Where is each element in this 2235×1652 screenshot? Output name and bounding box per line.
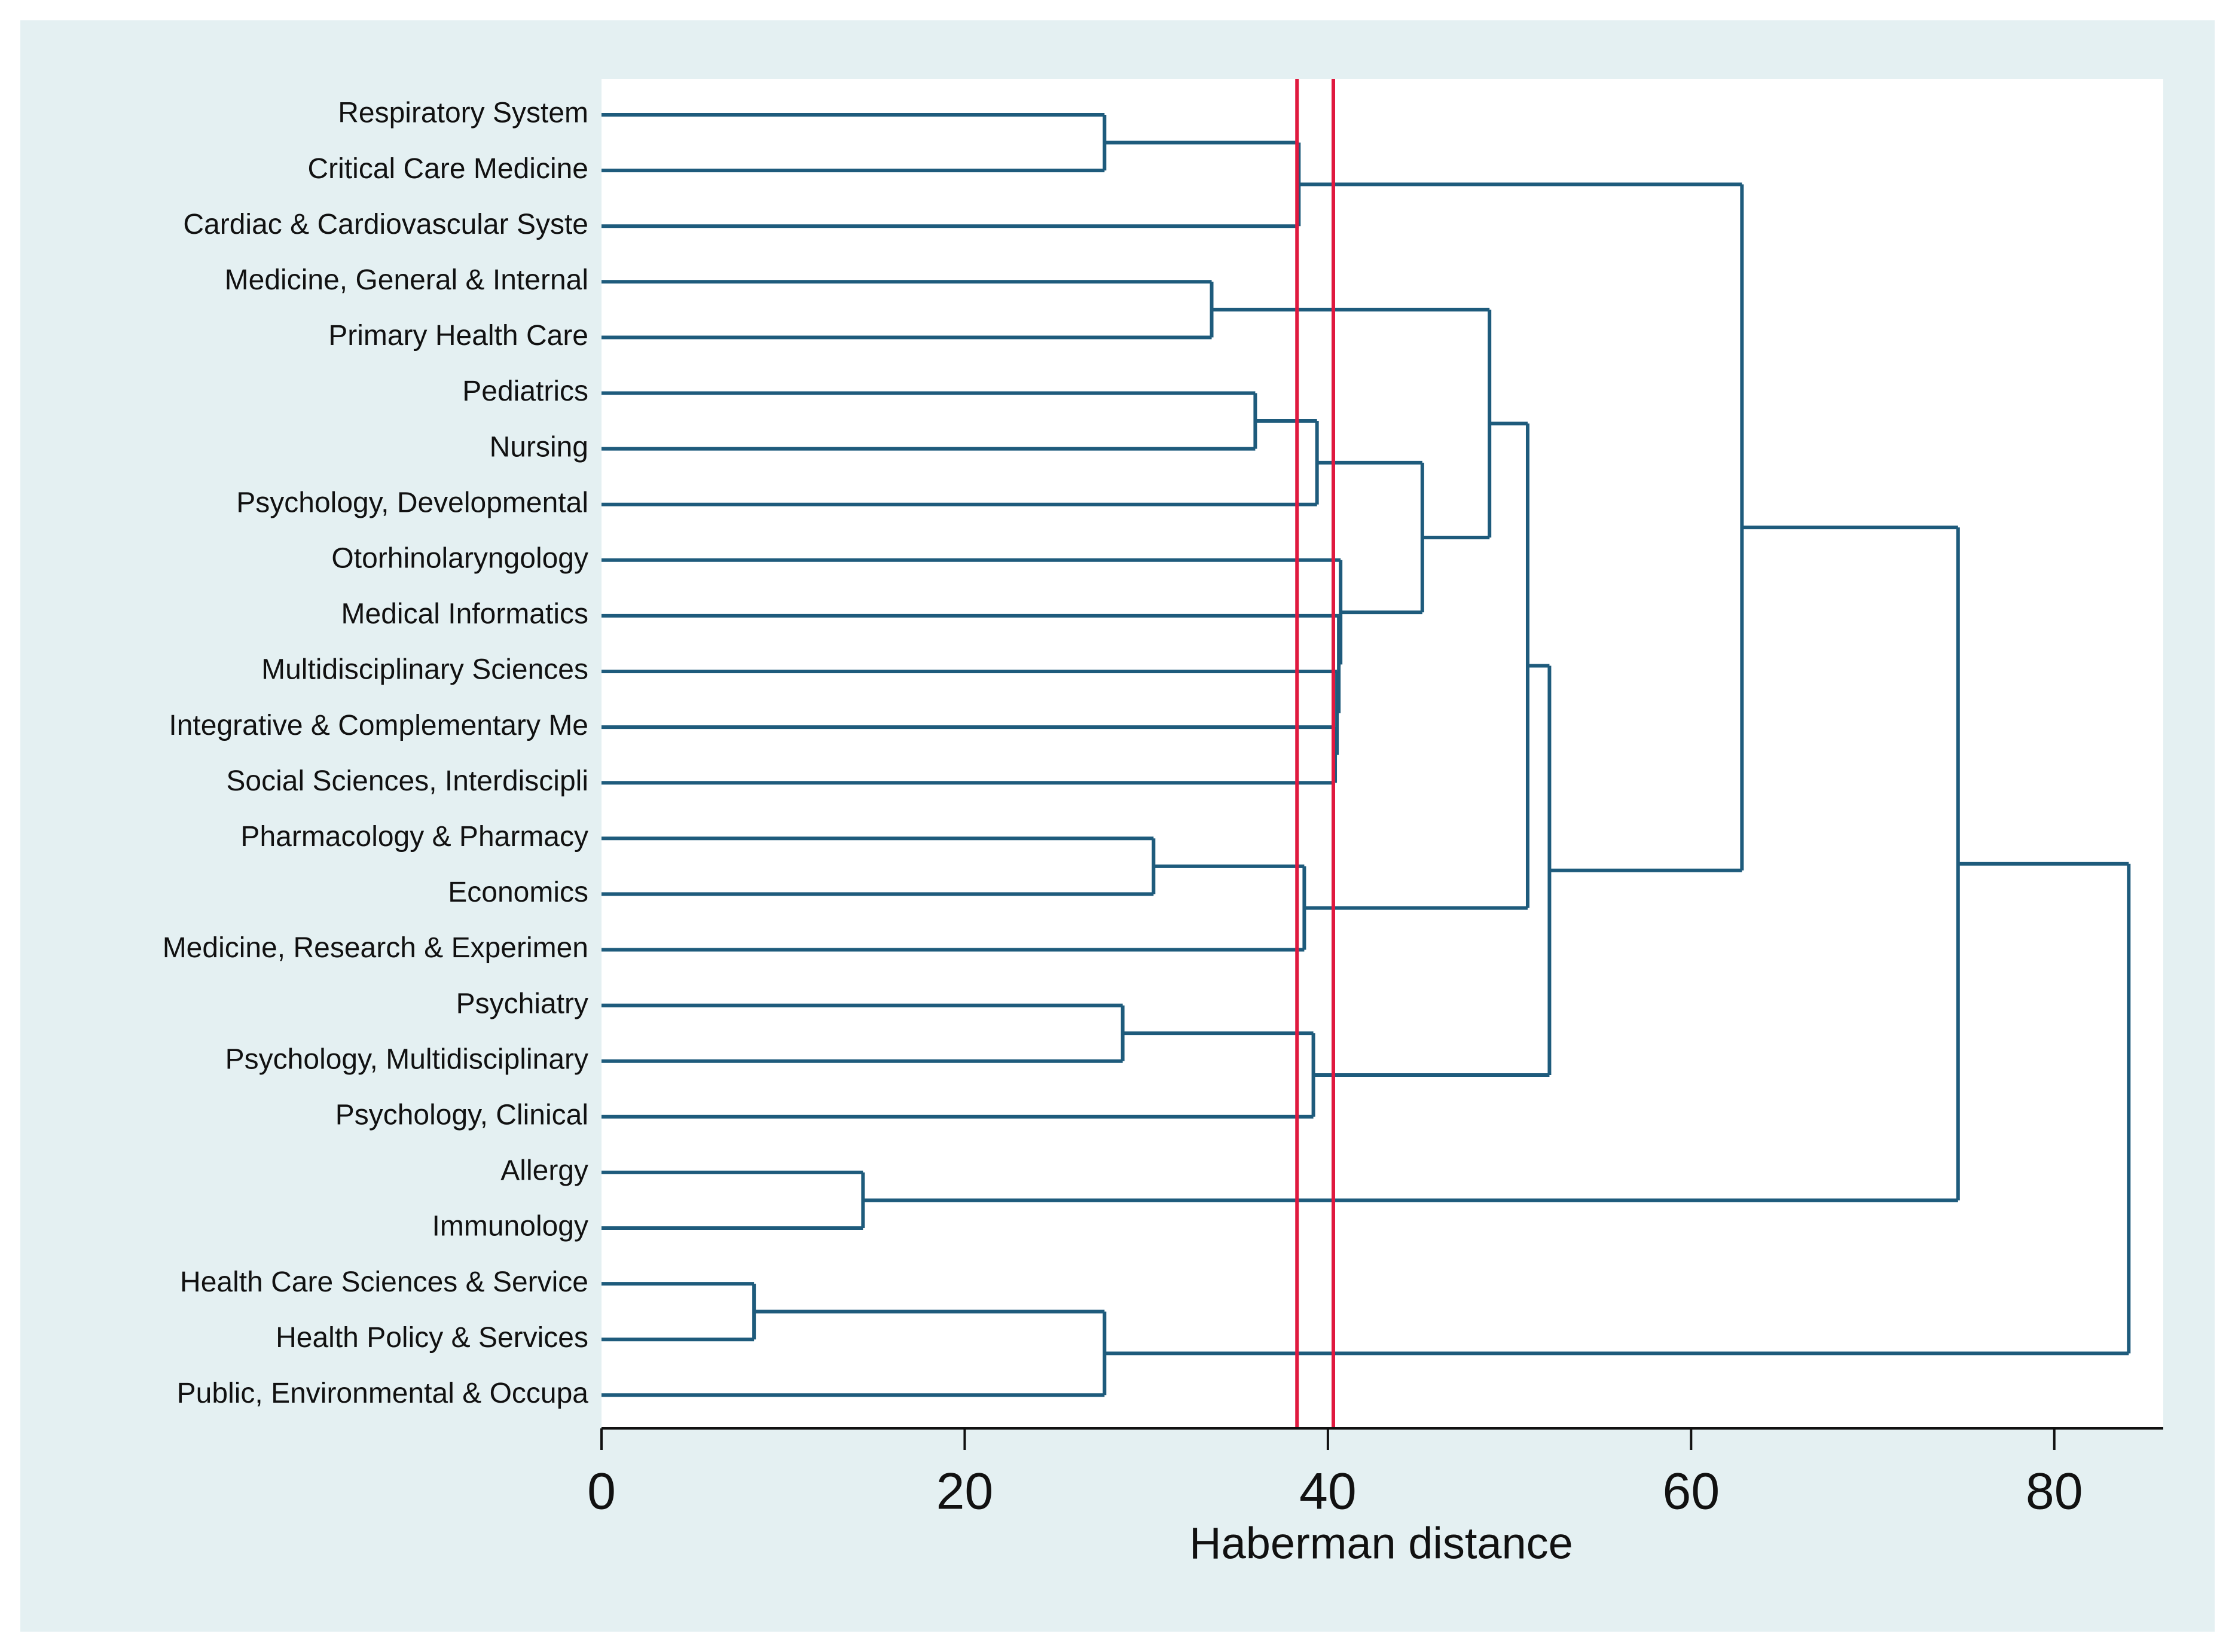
merge-link	[1313, 664, 1552, 1077]
leaf-label: Primary Health Care	[328, 320, 588, 352]
leaf-label: Economics	[448, 877, 588, 908]
leaf-label: Otorhinolaryngology	[331, 542, 588, 574]
leaf-label: Critical Care Medicine	[308, 153, 588, 185]
leaf-label: Immunology	[432, 1211, 588, 1242]
merge-link	[602, 280, 1214, 340]
leaf-label: Health Care Sciences & Service	[180, 1266, 588, 1298]
leaf-label: Nursing	[490, 431, 588, 463]
leaf-label: Psychology, Multidisciplinary	[225, 1043, 588, 1075]
merge-link	[602, 836, 1156, 896]
leaf-label: Pharmacology & Pharmacy	[240, 821, 588, 853]
leaf-label: Psychology, Developmental	[236, 487, 588, 518]
x-axis-title: Haberman distance	[1189, 1519, 1573, 1568]
leaf-label: Psychiatry	[456, 988, 588, 1019]
leaf-label: Cardiac & Cardiovascular Syste	[183, 209, 588, 240]
leaf-label: Social Sciences, Interdiscipli	[226, 765, 588, 797]
leaf-label: Medicine, Research & Experimen	[163, 932, 588, 964]
leaf-label: Psychology, Clinical	[335, 1099, 588, 1131]
leaf-label: Health Policy & Services	[276, 1322, 588, 1354]
x-tick-label: 20	[936, 1463, 994, 1520]
leaf-label: Respiratory System	[338, 97, 588, 129]
leaf-label: Medicine, General & Internal	[225, 264, 588, 296]
x-tick-label: 0	[587, 1463, 616, 1520]
x-tick-label: 60	[1662, 1463, 1720, 1520]
leaf-label: Allergy	[500, 1155, 588, 1187]
merge-link	[602, 558, 1343, 667]
leaf-label: Medical Informatics	[341, 598, 588, 630]
merge-link	[602, 419, 1319, 506]
merge-link	[602, 725, 1338, 785]
x-tick-label: 40	[1299, 1463, 1357, 1520]
merge-link	[1104, 862, 2131, 1355]
leaf-label: Integrative & Complementary Me	[169, 710, 588, 741]
x-tick-label: 80	[2026, 1463, 2083, 1520]
leaf-label: Pediatrics	[462, 375, 588, 407]
leaf-label: Multidisciplinary Sciences	[261, 654, 588, 686]
leaf-label: Public, Environmental & Occupa	[177, 1378, 589, 1409]
